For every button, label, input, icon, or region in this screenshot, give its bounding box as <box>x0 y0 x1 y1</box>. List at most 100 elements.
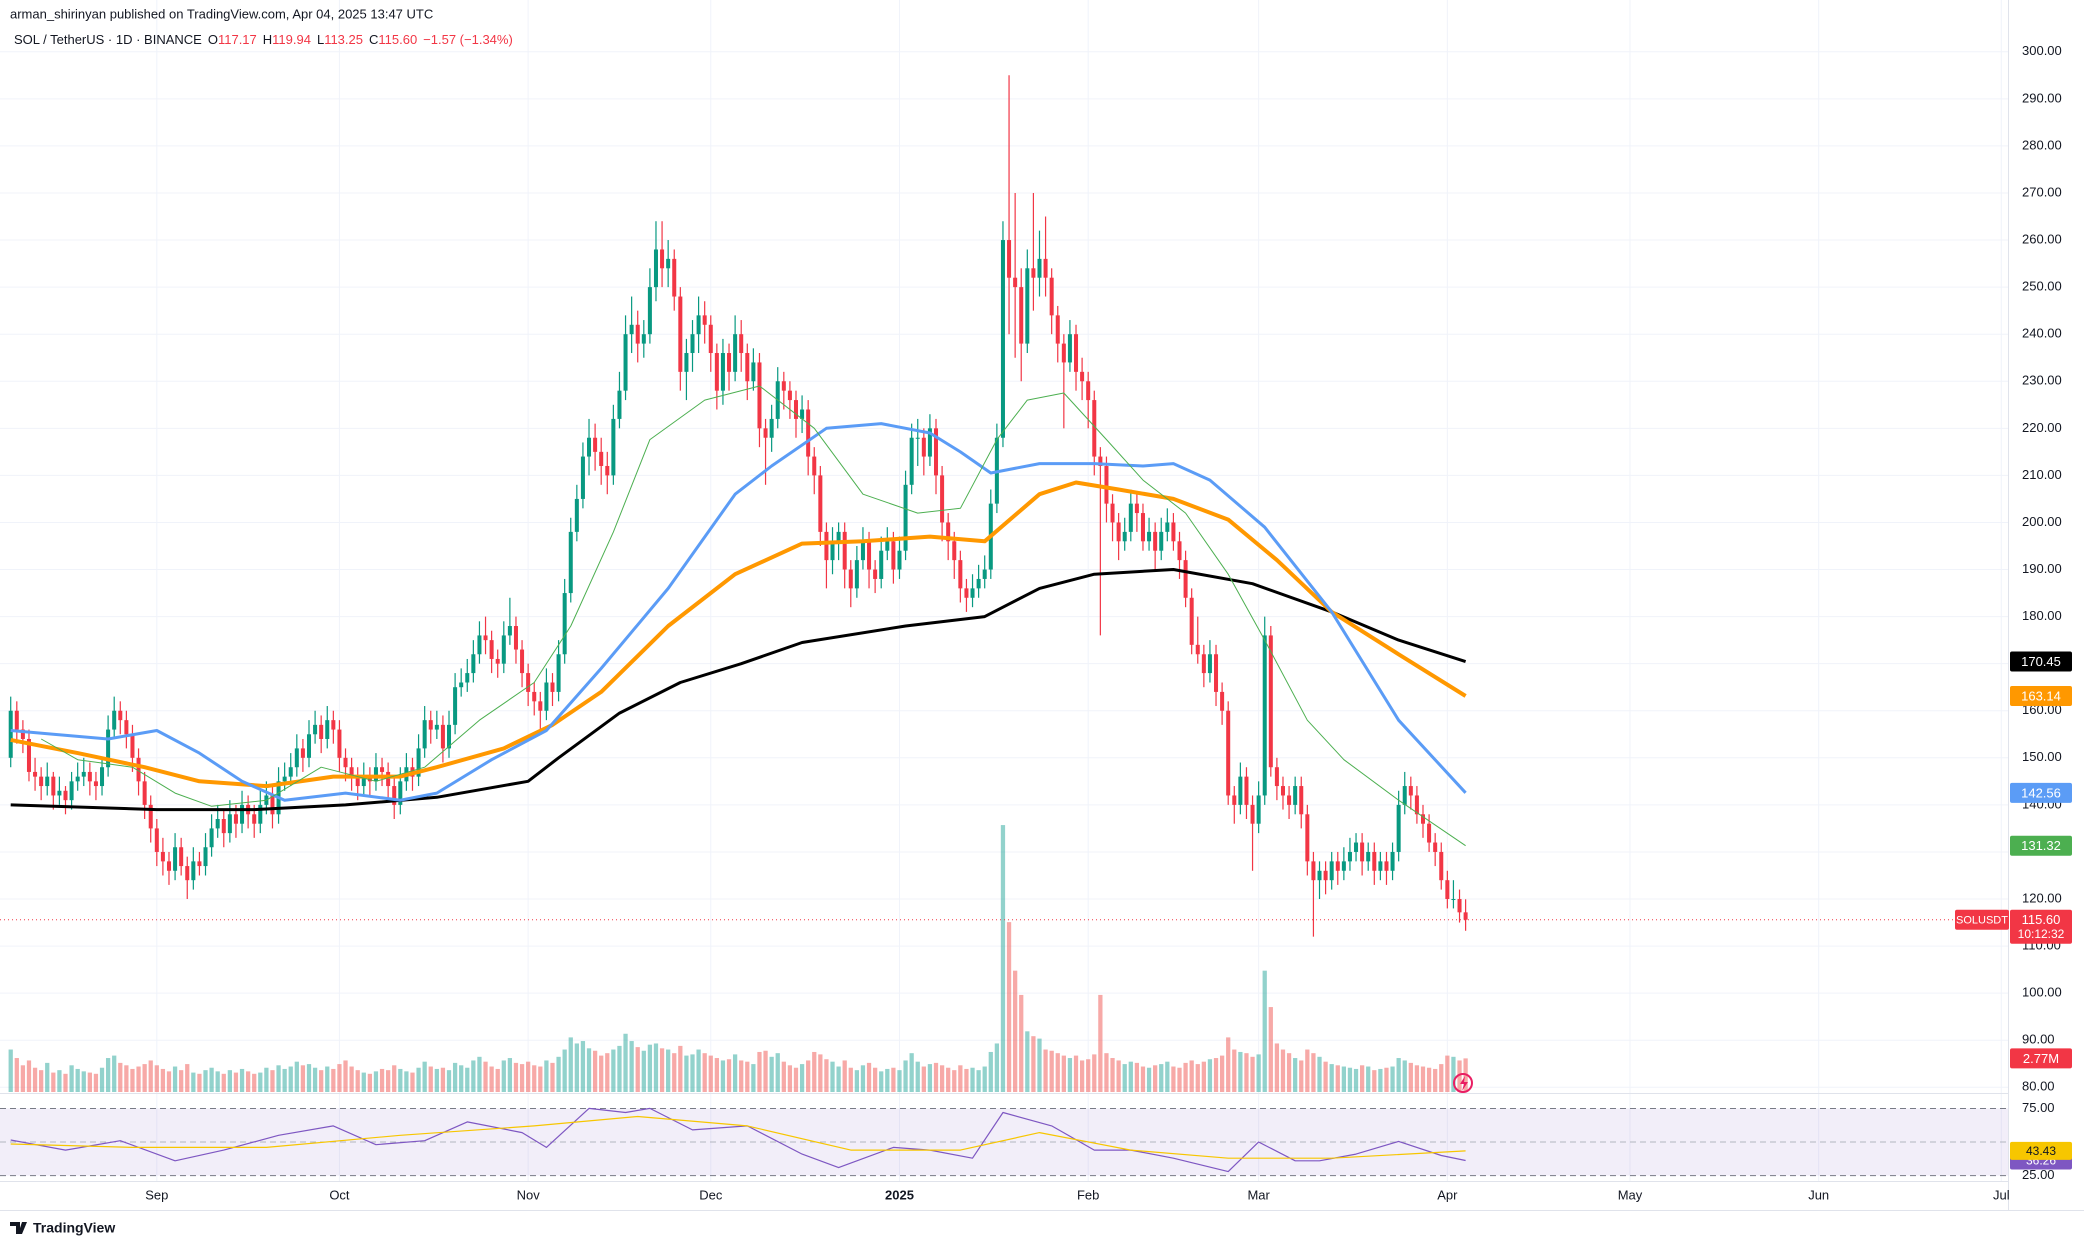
volume-bar <box>659 1048 665 1092</box>
candle-body <box>641 334 646 344</box>
candle-body <box>714 353 719 391</box>
volume-bar <box>39 1070 44 1092</box>
candle-body <box>1055 315 1060 344</box>
volume-bar <box>1171 1066 1176 1092</box>
volume-bar <box>392 1065 397 1092</box>
candle-body <box>337 729 342 758</box>
volume-bar <box>331 1068 336 1092</box>
volume-bar <box>1098 994 1103 1092</box>
volume-bar <box>848 1067 853 1092</box>
volume-bar <box>1414 1065 1420 1092</box>
candle-body <box>556 654 561 692</box>
volume-bar <box>1384 1067 1389 1092</box>
volume-bar <box>1134 1062 1140 1092</box>
legend-item: 115.60 <box>378 32 417 47</box>
volume-bar <box>1140 1066 1146 1092</box>
candle-body <box>325 720 330 739</box>
candle-body <box>885 541 890 551</box>
volume-bar <box>1451 1056 1456 1092</box>
candle-body <box>800 409 805 419</box>
volume-bar <box>1293 1058 1298 1092</box>
candle-body <box>976 578 981 589</box>
candle-body <box>507 626 512 636</box>
candle-body <box>1329 861 1334 881</box>
candle-body <box>958 560 963 589</box>
candle-body <box>830 541 835 561</box>
volume-bar <box>459 1065 464 1092</box>
candle-body <box>672 258 677 297</box>
candle-body <box>209 828 214 848</box>
volume-bar <box>903 1060 908 1092</box>
volume-bar <box>1189 1060 1194 1092</box>
candle-body <box>1402 786 1407 805</box>
volume-bar <box>1006 922 1012 1092</box>
moving-average <box>40 385 1466 847</box>
volume-bar <box>976 1070 981 1092</box>
candle-body <box>1092 400 1097 457</box>
volume-bar <box>124 1065 129 1092</box>
volume-bar <box>836 1066 841 1092</box>
last-price-label: 115.60 <box>2022 912 2061 927</box>
candle-body <box>1244 776 1249 805</box>
volume-bar <box>684 1055 689 1092</box>
candle-body <box>781 381 786 391</box>
candle-body <box>684 353 689 372</box>
moving-average <box>10 422 1467 802</box>
volume-bar <box>635 1047 640 1092</box>
volume-pane <box>8 825 1468 1092</box>
candle-body <box>8 710 13 758</box>
candle-body <box>81 771 86 777</box>
candle-body <box>568 531 573 594</box>
volume-bar <box>361 1072 366 1092</box>
volume-bar <box>209 1067 214 1092</box>
alert-icon-bolt <box>1460 1076 1468 1091</box>
volume-bar <box>720 1060 726 1092</box>
rsi-tick-label: 25.00 <box>2022 1167 2055 1182</box>
candle-body <box>1134 503 1139 514</box>
legend-item: C <box>369 32 378 47</box>
x-tick-label: Dec <box>699 1187 723 1202</box>
candle-body <box>252 814 257 824</box>
candle-body <box>909 437 914 485</box>
candle-body <box>373 767 378 782</box>
volume-bar <box>300 1065 306 1092</box>
candle-body <box>191 861 196 881</box>
alert-icon[interactable] <box>1453 1073 1473 1093</box>
y-tick-label: 90.00 <box>2022 1032 2055 1047</box>
candle-body <box>1293 786 1298 805</box>
candle-body <box>696 315 701 335</box>
candle-body <box>879 550 884 579</box>
candle-body <box>739 334 744 354</box>
symbol-badge-bg <box>1955 909 2009 930</box>
volume-bar <box>1353 1068 1359 1092</box>
candle-body <box>860 541 865 561</box>
volume-bar <box>1268 1007 1273 1092</box>
volume-bar <box>921 1066 926 1092</box>
volume-bar <box>136 1066 141 1092</box>
volume-bar <box>1305 1049 1310 1092</box>
candle-body <box>793 400 799 419</box>
ma-value-badge-bg <box>2010 685 2072 706</box>
volume-bar <box>653 1043 659 1092</box>
candle-body <box>824 531 829 561</box>
candle-body <box>666 258 671 269</box>
y-tick-label: 220.00 <box>2022 420 2062 435</box>
tradingview-logo <box>10 1222 27 1234</box>
volume-bar <box>172 1066 178 1092</box>
volume-bar <box>477 1056 482 1092</box>
candle-body <box>459 682 464 688</box>
volume-bar <box>1055 1053 1060 1092</box>
candle-body <box>1061 343 1066 363</box>
volume-bar <box>1153 1065 1158 1092</box>
candle-body <box>593 437 598 452</box>
candle-body <box>617 390 622 419</box>
candle-body <box>520 649 525 674</box>
volume-bar <box>1201 1061 1206 1092</box>
candle-body <box>1110 503 1115 523</box>
volume-bar <box>221 1073 226 1092</box>
candle-body <box>57 790 62 796</box>
volume-bar <box>739 1060 744 1092</box>
volume-bar <box>1359 1065 1365 1092</box>
legend-item: SOL / TetherUS · 1D · BINANCE <box>14 32 202 47</box>
ma-value-badge-bg <box>2010 651 2072 672</box>
